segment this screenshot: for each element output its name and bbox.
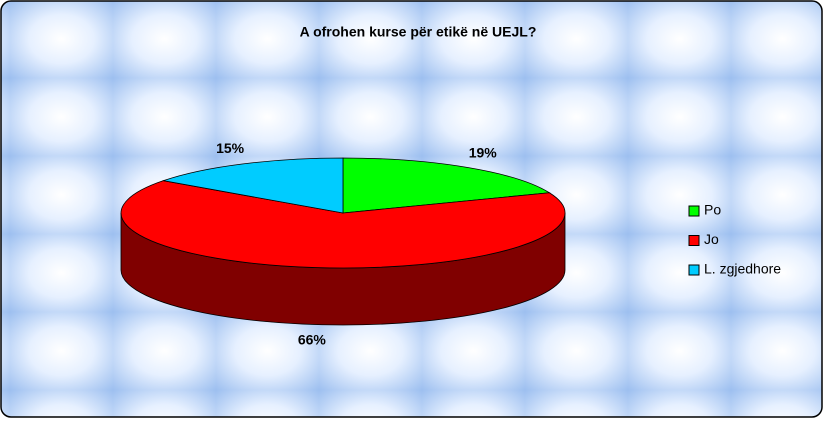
data-label: 19% bbox=[469, 145, 498, 161]
pie-slice bbox=[120, 180, 566, 269]
legend-swatch bbox=[688, 205, 700, 217]
legend-label: Po bbox=[704, 202, 721, 218]
legend-label: L. zgjedhore bbox=[704, 261, 781, 277]
legend-swatch bbox=[688, 264, 700, 276]
data-label: 15% bbox=[216, 140, 245, 156]
data-label: 66% bbox=[298, 332, 327, 348]
legend-swatch bbox=[688, 235, 700, 246]
pie-slice bbox=[342, 157, 551, 214]
pie-slice bbox=[161, 157, 344, 214]
chart-title: A ofrohen kurse për etikë në UEJL? bbox=[300, 24, 537, 40]
legend-label: Jo bbox=[704, 231, 719, 247]
